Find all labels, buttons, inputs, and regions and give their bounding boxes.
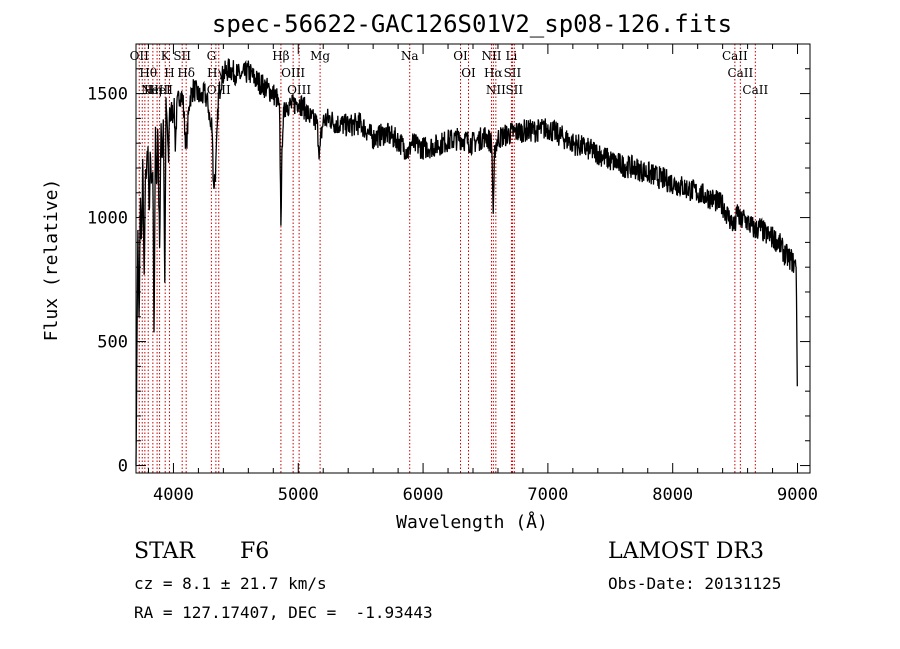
redshift-cz: cz = 8.1 ± 21.7 km/s xyxy=(134,574,327,593)
tick-label: 1000 xyxy=(87,209,128,229)
spectrum-line xyxy=(135,58,798,466)
axis-ticks: 4000 5000 6000 7000 8000 9000 0 500 1000 1500 xyxy=(87,43,818,505)
tick-label: 8000 xyxy=(652,485,693,505)
line-label: OIII xyxy=(287,83,311,97)
line-label: SII xyxy=(504,66,522,80)
tick-label: 500 xyxy=(97,333,128,353)
line-label: Hδ xyxy=(177,66,195,80)
line-label: NII xyxy=(481,49,501,63)
line-label: Hγ xyxy=(207,66,225,80)
line-label: Hθ xyxy=(139,66,157,80)
observation-date: Obs-Date: 20131125 xyxy=(608,574,782,593)
line-label: CaII xyxy=(722,49,748,63)
line-label: Mg xyxy=(310,49,330,63)
tick-label: 4000 xyxy=(153,485,194,505)
chart-title: spec-56622-GAC126S01V2_sp08-126.fits xyxy=(212,10,732,38)
x-axis-label: Wavelength (Å) xyxy=(396,511,548,533)
line-label: NeIII xyxy=(141,83,173,97)
tick-label: 0 xyxy=(118,457,128,477)
sky-coordinates: RA = 127.17407, DEC = -1.93443 xyxy=(134,603,433,622)
line-label: NII xyxy=(486,83,506,97)
survey-name: LAMOST DR3 xyxy=(608,539,764,564)
tick-label: 7000 xyxy=(527,485,568,505)
line-label: Hη xyxy=(144,83,162,97)
line-label: CaII xyxy=(742,83,768,97)
tick-label: 9000 xyxy=(777,485,818,505)
line-label: OI xyxy=(461,66,476,80)
plot-frame xyxy=(135,43,811,474)
line-label: Li xyxy=(506,49,518,63)
line-label: SII xyxy=(173,49,191,63)
object-class: STAR xyxy=(134,539,195,564)
line-label: OI xyxy=(453,49,468,63)
emission-line-labels: OIIHθHηNeIIIHeIKHSIIHδGHγOIIIHβOIIIOIIIM… xyxy=(130,49,769,97)
line-label: CaII xyxy=(727,66,753,80)
y-axis-label: Flux (relative) xyxy=(41,179,62,342)
emission-line-markers xyxy=(138,44,756,473)
object-subclass: F6 xyxy=(240,539,270,564)
tick-label: 6000 xyxy=(403,485,444,505)
line-label: OIII xyxy=(281,66,305,80)
line-label: OII xyxy=(130,49,150,63)
line-label: K xyxy=(161,49,171,63)
line-label: Hα xyxy=(484,66,503,80)
line-label: G xyxy=(207,49,217,63)
line-label: HeI xyxy=(148,83,171,97)
line-label: SII xyxy=(505,83,523,97)
tick-label: 1500 xyxy=(87,85,128,105)
line-label: Na xyxy=(401,49,419,63)
tick-label: 5000 xyxy=(278,485,319,505)
line-label: H xyxy=(164,66,174,80)
line-label: Hβ xyxy=(272,49,289,63)
